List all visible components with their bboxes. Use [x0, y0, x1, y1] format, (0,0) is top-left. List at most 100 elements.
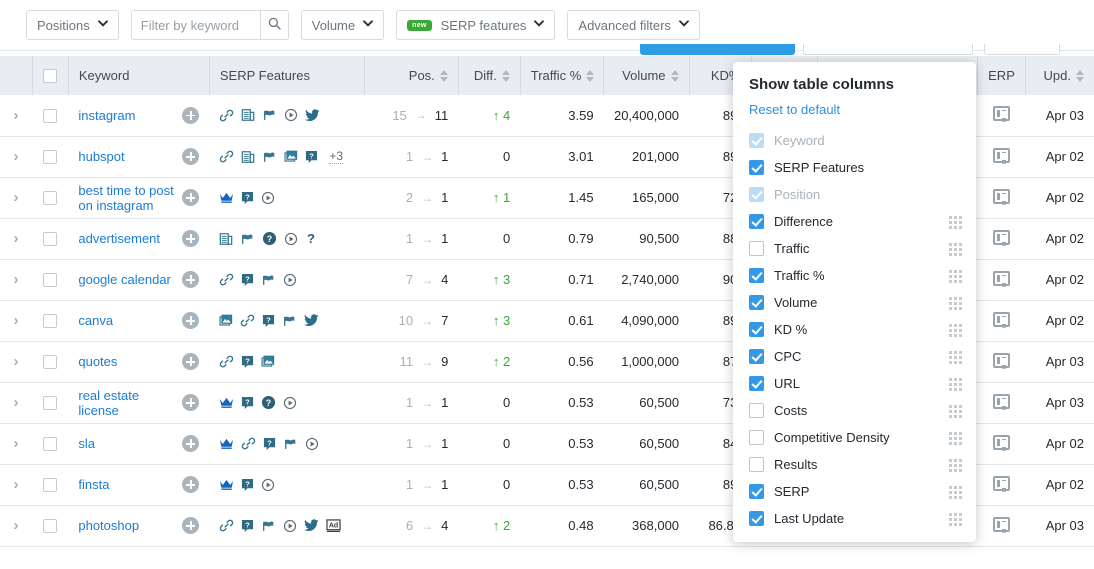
serp-feature-link-icon[interactable] [219, 108, 234, 123]
serp-cell[interactable] [977, 382, 1026, 424]
table-row[interactable]: › quotes ? 11 → 9 ↑ 2 0.56 1,000,000 87. [0, 341, 1094, 383]
serp-snapshot-icon[interactable] [993, 516, 1011, 532]
row-select-cell[interactable] [32, 218, 69, 260]
row-select-cell[interactable] [32, 464, 69, 506]
serp-features-dropdown[interactable]: new SERP features [396, 10, 556, 40]
advanced-filters-dropdown[interactable]: Advanced filters [567, 10, 700, 40]
col-traffic-pct[interactable]: Traffic % [520, 56, 605, 95]
sort-icon[interactable] [1076, 69, 1084, 82]
serp-feature-faq-icon[interactable]: ? [263, 437, 276, 451]
serp-feature-link-icon[interactable] [219, 518, 234, 533]
checkbox[interactable] [749, 430, 764, 445]
serp-cell[interactable] [977, 464, 1026, 506]
drag-handle-icon[interactable] [949, 297, 962, 310]
serp-feature-question-icon[interactable]: ? [262, 231, 277, 246]
table-row[interactable]: › advertisement ?? 1 → 1 0 0.79 90,500 8… [0, 218, 1094, 260]
serp-feature-faq-icon[interactable]: ? [305, 150, 318, 164]
serp-feature-flag-icon[interactable] [261, 273, 276, 287]
row-checkbox[interactable] [43, 396, 58, 411]
row-expand-cell[interactable]: › [0, 382, 33, 424]
col-serp[interactable]: ERP [977, 56, 1027, 95]
serp-feature-faq-icon[interactable]: ? [241, 396, 254, 410]
serp-feature-news-icon[interactable] [219, 232, 233, 246]
column-option-kd[interactable]: KD % [733, 316, 976, 343]
add-keyword-button[interactable] [182, 230, 200, 247]
serp-feature-video-icon[interactable] [261, 478, 275, 492]
add-keyword-button[interactable] [182, 435, 200, 452]
serp-snapshot-icon[interactable] [993, 311, 1011, 327]
serp-snapshot-icon[interactable] [993, 188, 1011, 204]
row-expand-cell[interactable]: › [0, 423, 33, 465]
chevron-right-icon[interactable]: › [13, 435, 19, 452]
row-select-cell[interactable] [32, 259, 69, 301]
serp-feature-link-icon[interactable] [219, 272, 234, 287]
sort-icon[interactable] [586, 69, 595, 82]
serp-feature-news-icon[interactable] [241, 150, 255, 164]
positions-dropdown[interactable]: Positions [26, 10, 119, 40]
keyword-link[interactable]: photoshop [78, 518, 140, 533]
drag-handle-icon[interactable] [949, 513, 962, 526]
sort-icon[interactable] [670, 69, 679, 82]
row-select-cell[interactable] [32, 95, 69, 137]
row-checkbox[interactable] [43, 519, 58, 534]
serp-feature-faq-icon[interactable]: ? [241, 273, 254, 287]
serp-feature-flag-icon[interactable] [240, 232, 255, 246]
column-option-difference[interactable]: Difference [733, 208, 976, 235]
serp-feature-faq-icon[interactable]: ? [241, 478, 254, 492]
chevron-right-icon[interactable]: › [13, 148, 19, 165]
export-button-active[interactable] [640, 44, 795, 55]
checkbox[interactable] [749, 160, 764, 175]
chevron-right-icon[interactable]: › [13, 230, 19, 247]
chevron-right-icon[interactable]: › [13, 271, 19, 288]
row-expand-cell[interactable]: › [0, 218, 33, 260]
keyword-link[interactable]: sla [78, 436, 95, 451]
add-keyword-button[interactable] [182, 312, 200, 329]
column-option-costs[interactable]: Costs [733, 397, 976, 424]
serp-feature-faq-icon[interactable]: ? [262, 314, 275, 328]
secondary-button-1[interactable] [803, 44, 973, 55]
serp-snapshot-icon[interactable] [993, 147, 1011, 163]
keyword-link[interactable]: google calendar [78, 272, 171, 287]
row-checkbox[interactable] [43, 478, 58, 493]
column-option-serp[interactable]: SERP [733, 478, 976, 505]
drag-handle-icon[interactable] [949, 324, 962, 337]
row-checkbox[interactable] [43, 232, 58, 247]
add-keyword-button[interactable] [182, 353, 200, 370]
serp-feature-flag-icon[interactable] [261, 519, 276, 533]
chevron-right-icon[interactable]: › [13, 106, 19, 124]
serp-cell[interactable] [977, 95, 1026, 137]
checkbox[interactable] [749, 214, 764, 229]
serp-feature-crown-icon[interactable] [219, 191, 234, 204]
serp-cell[interactable] [977, 177, 1026, 219]
serp-feature-crown-icon[interactable] [219, 478, 234, 491]
add-keyword-button[interactable] [182, 517, 200, 534]
serp-feature-flag-icon[interactable] [282, 314, 297, 328]
row-expand-cell[interactable]: › [0, 505, 33, 547]
column-option-cpc[interactable]: CPC [733, 343, 976, 370]
serp-cell[interactable] [977, 218, 1026, 260]
add-keyword-button[interactable] [182, 271, 200, 288]
row-expand-cell[interactable]: › [0, 136, 33, 178]
serp-cell[interactable] [977, 300, 1026, 342]
drag-handle-icon[interactable] [949, 486, 962, 499]
serp-feature-faq-icon[interactable]: ? [241, 191, 254, 205]
column-option-competitive-density[interactable]: Competitive Density [733, 424, 976, 451]
add-keyword-button[interactable] [182, 394, 200, 411]
checkbox[interactable] [749, 322, 764, 337]
serp-feature-video-icon[interactable] [284, 108, 298, 122]
serp-feature-link-icon[interactable] [241, 436, 256, 451]
serp-feature-faq-icon[interactable]: ? [241, 519, 254, 533]
serp-feature-ad-icon[interactable]: Ad [326, 518, 342, 533]
serp-feature-link-icon[interactable] [240, 313, 255, 328]
row-expand-cell[interactable]: › [0, 341, 33, 383]
serp-feature-qmark-icon[interactable]: ? [305, 231, 317, 246]
checkbox[interactable] [749, 403, 764, 418]
serp-feature-video-icon[interactable] [283, 519, 297, 533]
keyword-link[interactable]: canva [78, 313, 114, 328]
drag-handle-icon[interactable] [949, 243, 962, 256]
search-input[interactable] [131, 11, 260, 39]
serp-cell[interactable] [977, 341, 1026, 383]
col-difference[interactable]: Diff. [458, 56, 521, 95]
serp-feature-faq-icon[interactable]: ? [241, 355, 254, 369]
checkbox[interactable] [749, 295, 764, 310]
